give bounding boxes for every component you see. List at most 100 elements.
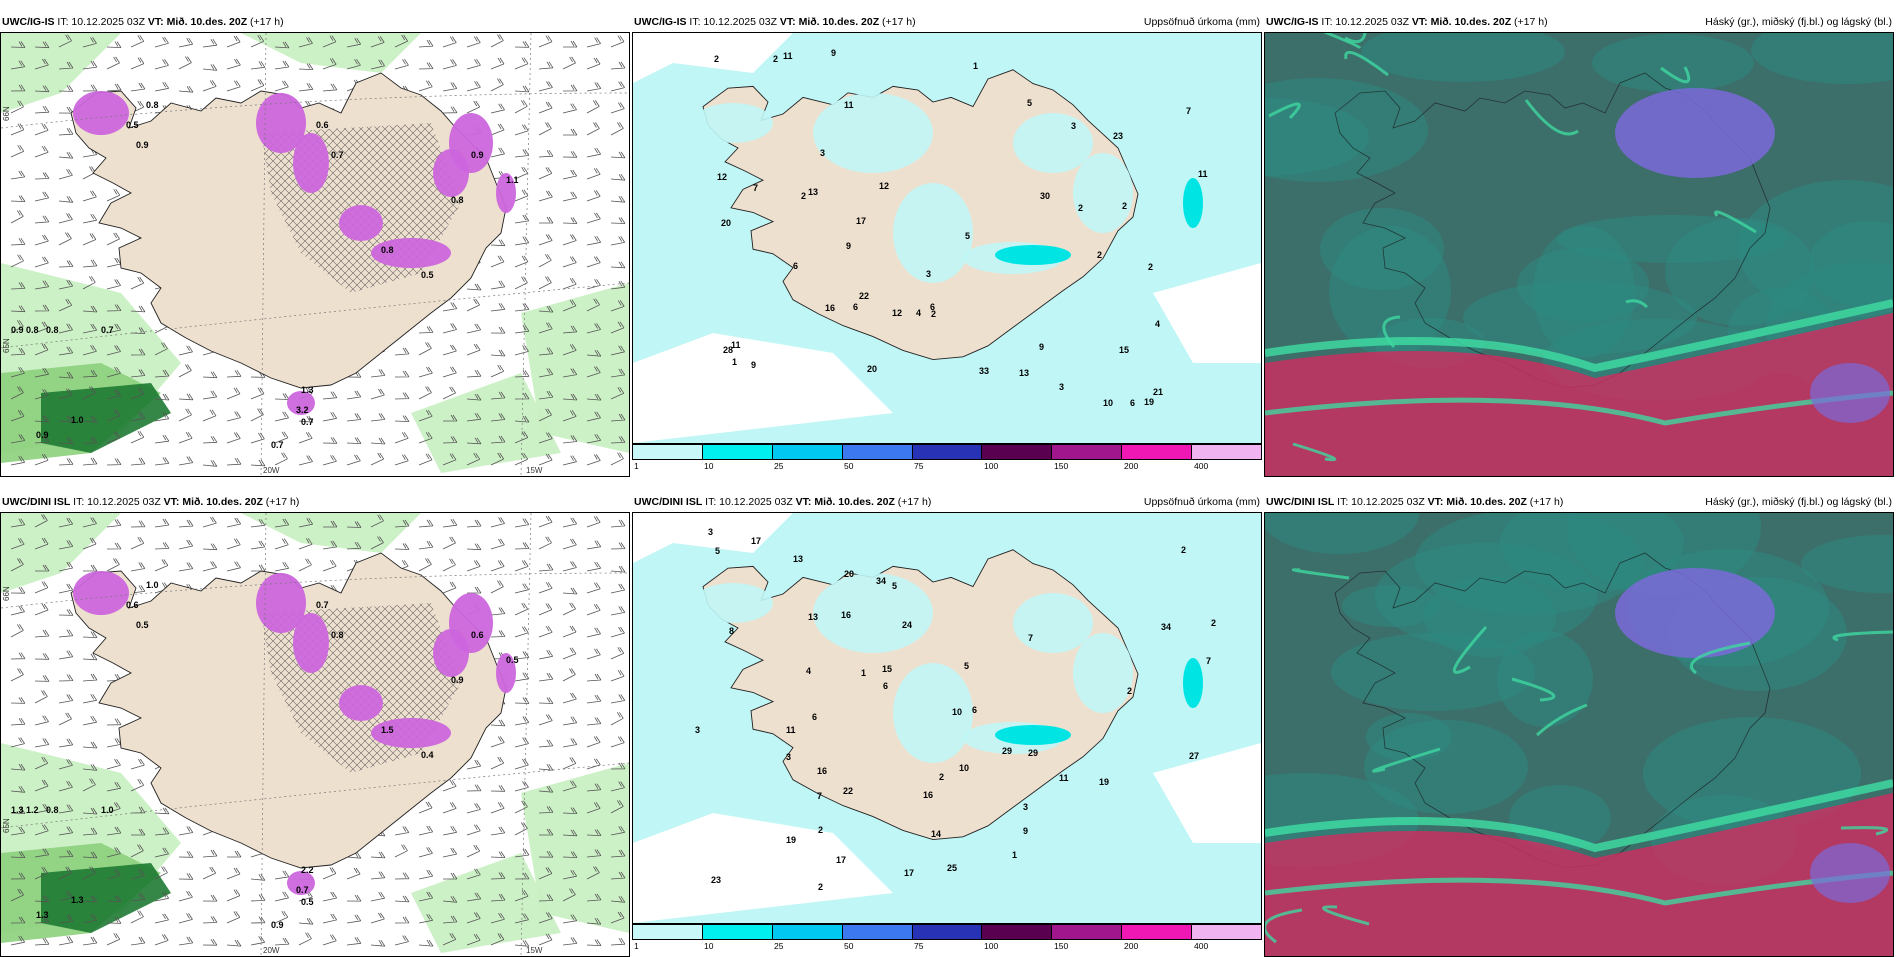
vt-label: VT:	[795, 496, 812, 508]
colorbar-tick-label: 150	[1054, 461, 1069, 471]
light-precip-zone	[1073, 633, 1133, 713]
wind-barb	[274, 937, 290, 946]
colorbar-swatch	[912, 445, 983, 459]
cloud-contour	[1372, 747, 1441, 773]
wind-barb	[34, 537, 49, 550]
wind-barb	[538, 35, 553, 48]
cloud-contour	[1832, 630, 1893, 642]
wind-barb	[586, 603, 601, 616]
lead-time: (+17 h)	[250, 16, 284, 28]
wind-barb	[538, 867, 553, 880]
wind-barb	[34, 415, 50, 423]
wind-barb	[34, 234, 49, 246]
wind-barb	[34, 304, 50, 312]
precip-value-label: 9	[846, 241, 851, 251]
wind-barb	[82, 764, 98, 771]
precip-blob	[371, 718, 451, 748]
wind-barb	[226, 538, 241, 550]
wind-barb	[562, 56, 576, 70]
wind-barb	[610, 236, 626, 246]
wind-barb	[490, 364, 505, 378]
wind-barb	[34, 848, 50, 858]
high-cloud-area	[1265, 313, 1893, 476]
colorbar-swatch	[772, 925, 843, 939]
wind-barb	[10, 195, 26, 202]
wind-barb	[466, 759, 482, 770]
precip-value-label: 2	[773, 54, 778, 64]
wind-barb	[418, 939, 434, 947]
wind-barb	[370, 437, 386, 445]
precip-value-label: 16	[817, 766, 827, 776]
precip-value-label: 34	[1161, 622, 1171, 632]
wind-barb	[418, 540, 434, 550]
wind-barb	[130, 536, 145, 550]
wind-barb	[226, 35, 241, 48]
wind-barb	[58, 232, 72, 246]
precip-value-label: 2	[1211, 618, 1216, 628]
wind-barb	[370, 536, 384, 550]
wind-barb	[130, 35, 145, 48]
wind-barb	[58, 34, 72, 48]
wind-barb	[10, 305, 26, 313]
precip-value-label: 1.2	[26, 805, 39, 815]
row1-right-panel: UWC/IG-IS IT: 10.12.2025 03Z VT: Mið. 10…	[1264, 12, 1894, 477]
wind-barb	[586, 411, 601, 422]
colorbar-tick-label: 400	[1194, 461, 1209, 471]
wind-barb	[82, 936, 98, 946]
wind-barb	[562, 625, 577, 638]
precip-area	[521, 763, 629, 933]
wind-barb	[562, 692, 577, 704]
wind-barb	[442, 802, 457, 814]
wind-barb	[562, 299, 577, 312]
precip-value-label: 0.8	[451, 195, 464, 205]
wind-barb	[394, 826, 410, 836]
init-time: IT: 10.12.2025 03Z	[57, 16, 145, 28]
wind-barb	[82, 694, 98, 704]
wind-barb	[490, 517, 505, 528]
colorbar-tick-label: 400	[1194, 941, 1209, 951]
wind-barb	[490, 103, 505, 114]
wind-barb	[82, 305, 98, 313]
wind-barb	[514, 518, 530, 528]
wind-barb	[82, 259, 98, 268]
wind-barb	[562, 435, 578, 444]
precip-value-label: 2	[1127, 686, 1132, 696]
wind-barb	[34, 321, 49, 334]
wind-barb	[394, 432, 409, 444]
valid-time: Mið. 10.des. 20Z	[166, 16, 248, 28]
wind-barb	[610, 436, 626, 444]
colorbar-swatch	[1192, 445, 1262, 459]
wind-barb	[250, 540, 266, 550]
wind-barb	[154, 59, 169, 70]
cloud-contour	[1452, 626, 1488, 674]
wind-barb	[82, 84, 98, 92]
wind-barb	[610, 387, 625, 400]
wind-barb	[34, 41, 50, 49]
cloud-contour	[1268, 102, 1301, 120]
precip-value-label: 16	[825, 303, 835, 313]
wind-barb	[178, 37, 194, 48]
wind-barb	[34, 937, 50, 946]
wind-barb	[610, 413, 626, 422]
colorbar-tick-label: 25	[774, 941, 784, 951]
wind-barb	[394, 370, 410, 378]
wind-barb	[466, 519, 482, 528]
precip-blob	[433, 149, 469, 197]
precip-value-label: 5	[715, 546, 720, 556]
wind-barb	[418, 558, 432, 572]
model-name: UWC/IG-IS	[1266, 16, 1319, 28]
wind-barb	[202, 390, 218, 400]
wind-barb	[562, 914, 578, 924]
wind-barb	[58, 561, 74, 572]
precip-value-label: 0.8	[46, 805, 59, 815]
wind-barb	[10, 558, 24, 572]
colorbar-swatch	[842, 445, 913, 459]
wind-barb	[394, 519, 410, 528]
wind-barb	[34, 675, 50, 682]
precip-area	[41, 383, 171, 453]
wind-barb	[538, 582, 553, 594]
wind-barb	[514, 651, 530, 660]
colorbar-swatch	[702, 925, 773, 939]
colorbar-tick-label: 100	[984, 461, 999, 471]
